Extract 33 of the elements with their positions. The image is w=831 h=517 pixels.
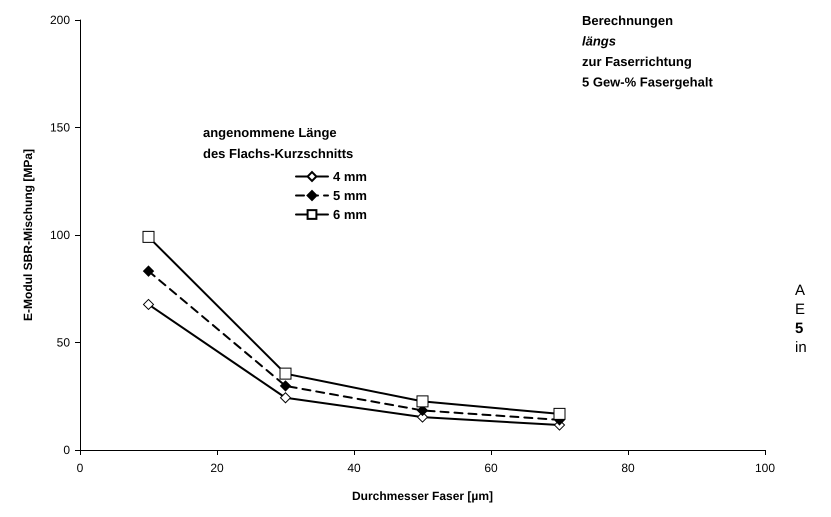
point: [143, 298, 154, 310]
legend-label: 6 mm: [333, 207, 367, 222]
point: [554, 408, 566, 420]
y-tick-label: 200: [50, 13, 70, 27]
annotation: zur Faserrichtung: [582, 54, 692, 69]
point: [280, 380, 291, 392]
y-tick-label: 100: [50, 228, 70, 242]
legend-label: 4 mm: [333, 169, 367, 184]
x-tick-label: 80: [621, 461, 635, 475]
annotation: 5 Gew-% Fasergehalt: [582, 74, 714, 90]
x-tick-label: 0: [76, 461, 84, 475]
x-axis-title: Durchmesser Faser [µm]: [352, 489, 493, 503]
point: [416, 395, 428, 408]
point: [143, 266, 154, 277]
point: [142, 230, 154, 243]
x-tick-label: 60: [484, 461, 498, 475]
y-tick-label: 50: [56, 336, 70, 350]
legend-label: 5 mm: [333, 188, 367, 203]
text: A: [795, 282, 806, 299]
annotation: längs: [582, 34, 616, 48]
annotation: Berechnungen: [582, 13, 674, 28]
y-axis-title: E-Modul SBR-Mischung [MPa]: [21, 149, 35, 321]
text: E: [795, 301, 806, 318]
y-tick-label: 150: [50, 120, 70, 134]
y-tick-label: 0: [63, 443, 70, 457]
text: in: [795, 339, 807, 356]
point: [280, 368, 292, 380]
text: 5: [795, 320, 804, 337]
point: [280, 392, 291, 404]
x-tick-label: 100: [754, 461, 776, 475]
x-tick-label: 20: [210, 461, 224, 475]
x-tick-label: 40: [347, 461, 361, 475]
legend-title: angenommene Länge des Flachs-Kurzschnitts: [203, 125, 354, 161]
